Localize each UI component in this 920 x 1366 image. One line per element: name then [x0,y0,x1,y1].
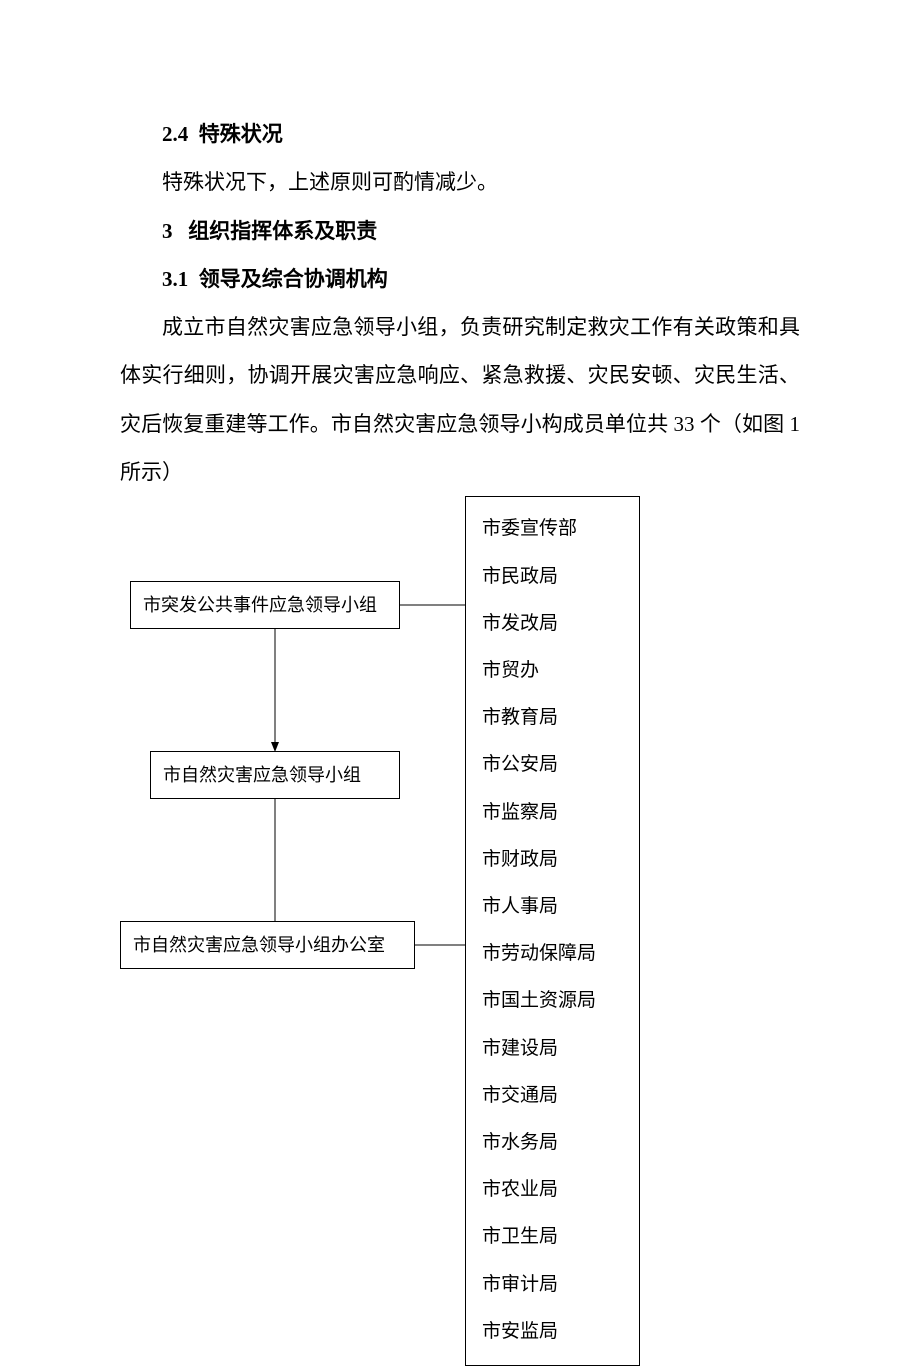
node-label: 市自然灾害应急领导小组办公室 [133,935,385,957]
member-unit-item: 市农业局 [482,1166,623,1213]
member-unit-item: 市民政局 [482,553,623,600]
member-unit-item: 市贸办 [482,647,623,694]
member-unit-item: 市人事局 [482,883,623,930]
heading-3-1: 3.1 领导及综合协调机构 [120,255,800,303]
heading-3: 3 组织指挥体系及职责 [120,207,800,255]
node-label: 市自然灾害应急领导小组 [163,765,361,787]
member-unit-item: 市安监局 [482,1308,623,1355]
member-unit-item: 市国土资源局 [482,977,623,1024]
member-unit-item: 市委宣传部 [482,505,623,552]
member-unit-item: 市水务局 [482,1119,623,1166]
node-public-emergency-group: 市突发公共事件应急领导小组 [130,581,400,629]
member-unit-item: 市交通局 [482,1072,623,1119]
member-unit-item: 市教育局 [482,694,623,741]
member-unit-item: 市建设局 [482,1025,623,1072]
heading-num: 2.4 [162,122,188,146]
member-unit-item: 市财政局 [482,836,623,883]
heading-title: 特殊状况 [199,122,283,146]
member-units-list: 市委宣传部市民政局市发改局市贸办市教育局市公安局市监察局市财政局市人事局市劳动保… [465,496,640,1366]
heading-title: 领导及综合协调机构 [199,267,388,291]
heading-title: 组织指挥体系及职责 [188,219,377,243]
member-unit-item: 市卫生局 [482,1213,623,1260]
para-2-4: 特殊状况下，上述原则可酌情减少。 [120,158,800,206]
para-3-1: 成立市自然灾害应急领导小组，负责研究制定救灾工作有关政策和具体实行细则，协调开展… [120,303,800,496]
node-label: 市突发公共事件应急领导小组 [143,595,377,617]
member-unit-item: 市发改局 [482,600,623,647]
node-natural-disaster-office: 市自然灾害应急领导小组办公室 [120,921,415,969]
heading-2-4: 2.4 特殊状况 [120,110,800,158]
member-unit-item: 市审计局 [482,1261,623,1308]
org-diagram: 市突发公共事件应急领导小组 市自然灾害应急领导小组 市自然灾害应急领导小组办公室… [120,496,800,1366]
heading-num: 3 [162,219,173,243]
member-unit-item: 市监察局 [482,789,623,836]
member-unit-item: 市公安局 [482,741,623,788]
member-unit-item: 市劳动保障局 [482,930,623,977]
heading-num: 3.1 [162,267,188,291]
node-natural-disaster-group: 市自然灾害应急领导小组 [150,751,400,799]
